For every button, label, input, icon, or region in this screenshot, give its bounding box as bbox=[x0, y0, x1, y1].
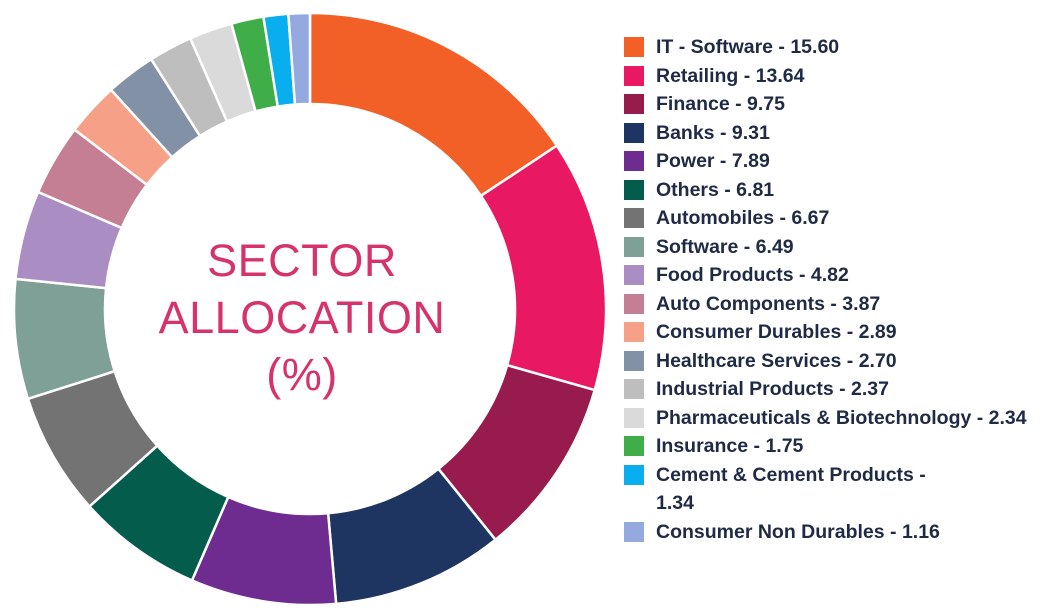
legend-label: Consumer Durables - 2.89 bbox=[656, 321, 897, 343]
legend-item-retailing: Retailing - 13.64 bbox=[624, 62, 1059, 91]
legend-label: Insurance - 1.75 bbox=[656, 435, 804, 457]
legend-swatch bbox=[624, 521, 644, 542]
legend-item-industrial-products: Industrial Products - 2.37 bbox=[624, 375, 1059, 404]
legend-label: Software - 6.49 bbox=[656, 235, 794, 258]
legend-swatch bbox=[624, 379, 644, 399]
legend-swatch bbox=[624, 236, 644, 257]
legend-item-others: Others - 6.81 bbox=[624, 176, 1059, 205]
donut-slice-consumer-non-durables bbox=[286, 11, 312, 106]
legend-swatch bbox=[624, 407, 644, 428]
legend-label: Others - 6.81 bbox=[656, 178, 775, 201]
legend-item-healthcare-services: Healthcare Services - 2.70 bbox=[624, 347, 1059, 376]
chart-title-line-2: ALLOCATION bbox=[158, 292, 446, 343]
legend-label: Retailing - 13.64 bbox=[656, 64, 805, 87]
legend-item-cement-cement-products: Cement & Cement Products - 1.34 bbox=[624, 461, 1059, 518]
legend-swatch bbox=[624, 94, 644, 114]
chart-title-line-3: (%) bbox=[266, 349, 338, 400]
legend-item-banks: Banks - 9.31 bbox=[624, 119, 1059, 148]
legend-swatch bbox=[624, 151, 644, 171]
legend-label: Healthcare Services - 2.70 bbox=[656, 349, 897, 372]
legend-label: Auto Components - 3.87 bbox=[656, 292, 881, 315]
legend-item-pharmaceuticals-biotechnology: Pharmaceuticals & Biotechnology - 2.34 bbox=[624, 404, 1059, 433]
legend-swatch bbox=[624, 293, 644, 314]
legend-swatch bbox=[624, 265, 644, 285]
chart-title: SECTOR ALLOCATION (%) bbox=[152, 232, 452, 403]
legend-item-insurance: Insurance - 1.75 bbox=[624, 432, 1059, 461]
legend-label: Consumer Non Durables - 1.16 bbox=[656, 520, 940, 543]
legend-swatch bbox=[624, 350, 644, 371]
legend-item-power: Power - 7.89 bbox=[624, 147, 1059, 176]
legend-label: IT - Software - 15.60 bbox=[656, 36, 840, 58]
legend-label: Pharmaceuticals & Biotechnology - 2.34 bbox=[656, 406, 1027, 429]
legend-swatch bbox=[624, 322, 644, 342]
legend-label: Food Products - 4.82 bbox=[656, 264, 849, 286]
legend-swatch bbox=[624, 65, 644, 86]
chart-title-line-1: SECTOR bbox=[207, 235, 397, 286]
legend-item-it-software: IT - Software - 15.60 bbox=[624, 33, 1059, 62]
legend-label: Cement & Cement Products - 1.34 bbox=[656, 463, 926, 515]
legend-swatch bbox=[624, 179, 644, 200]
legend-swatch bbox=[624, 436, 644, 456]
legend-swatch bbox=[624, 37, 644, 57]
legend-item-finance: Finance - 9.75 bbox=[624, 90, 1059, 119]
legend-item-software: Software - 6.49 bbox=[624, 233, 1059, 262]
donut-slice-retailing bbox=[479, 143, 608, 392]
legend-item-consumer-non-durables: Consumer Non Durables - 1.16 bbox=[624, 518, 1059, 547]
chart-legend: IT - Software - 15.60 Retailing - 13.64 Fi… bbox=[624, 33, 1059, 546]
legend-label: Power - 7.89 bbox=[656, 150, 770, 172]
legend-label: Finance - 9.75 bbox=[656, 93, 785, 115]
donut-slice-it-software bbox=[308, 11, 559, 198]
legend-item-automobiles: Automobiles - 6.67 bbox=[624, 204, 1059, 233]
legend-swatch bbox=[624, 208, 644, 228]
legend-item-auto-components: Auto Components - 3.87 bbox=[624, 290, 1059, 319]
legend-label: Industrial Products - 2.37 bbox=[656, 378, 889, 400]
legend-swatch bbox=[624, 122, 644, 143]
donut-chart bbox=[12, 11, 608, 607]
legend-item-food-products: Food Products - 4.82 bbox=[624, 261, 1059, 290]
legend-item-consumer-durables: Consumer Durables - 2.89 bbox=[624, 318, 1059, 347]
legend-label: Banks - 9.31 bbox=[656, 121, 770, 144]
legend-label: Automobiles - 6.67 bbox=[656, 207, 830, 229]
legend-swatch bbox=[624, 464, 644, 485]
